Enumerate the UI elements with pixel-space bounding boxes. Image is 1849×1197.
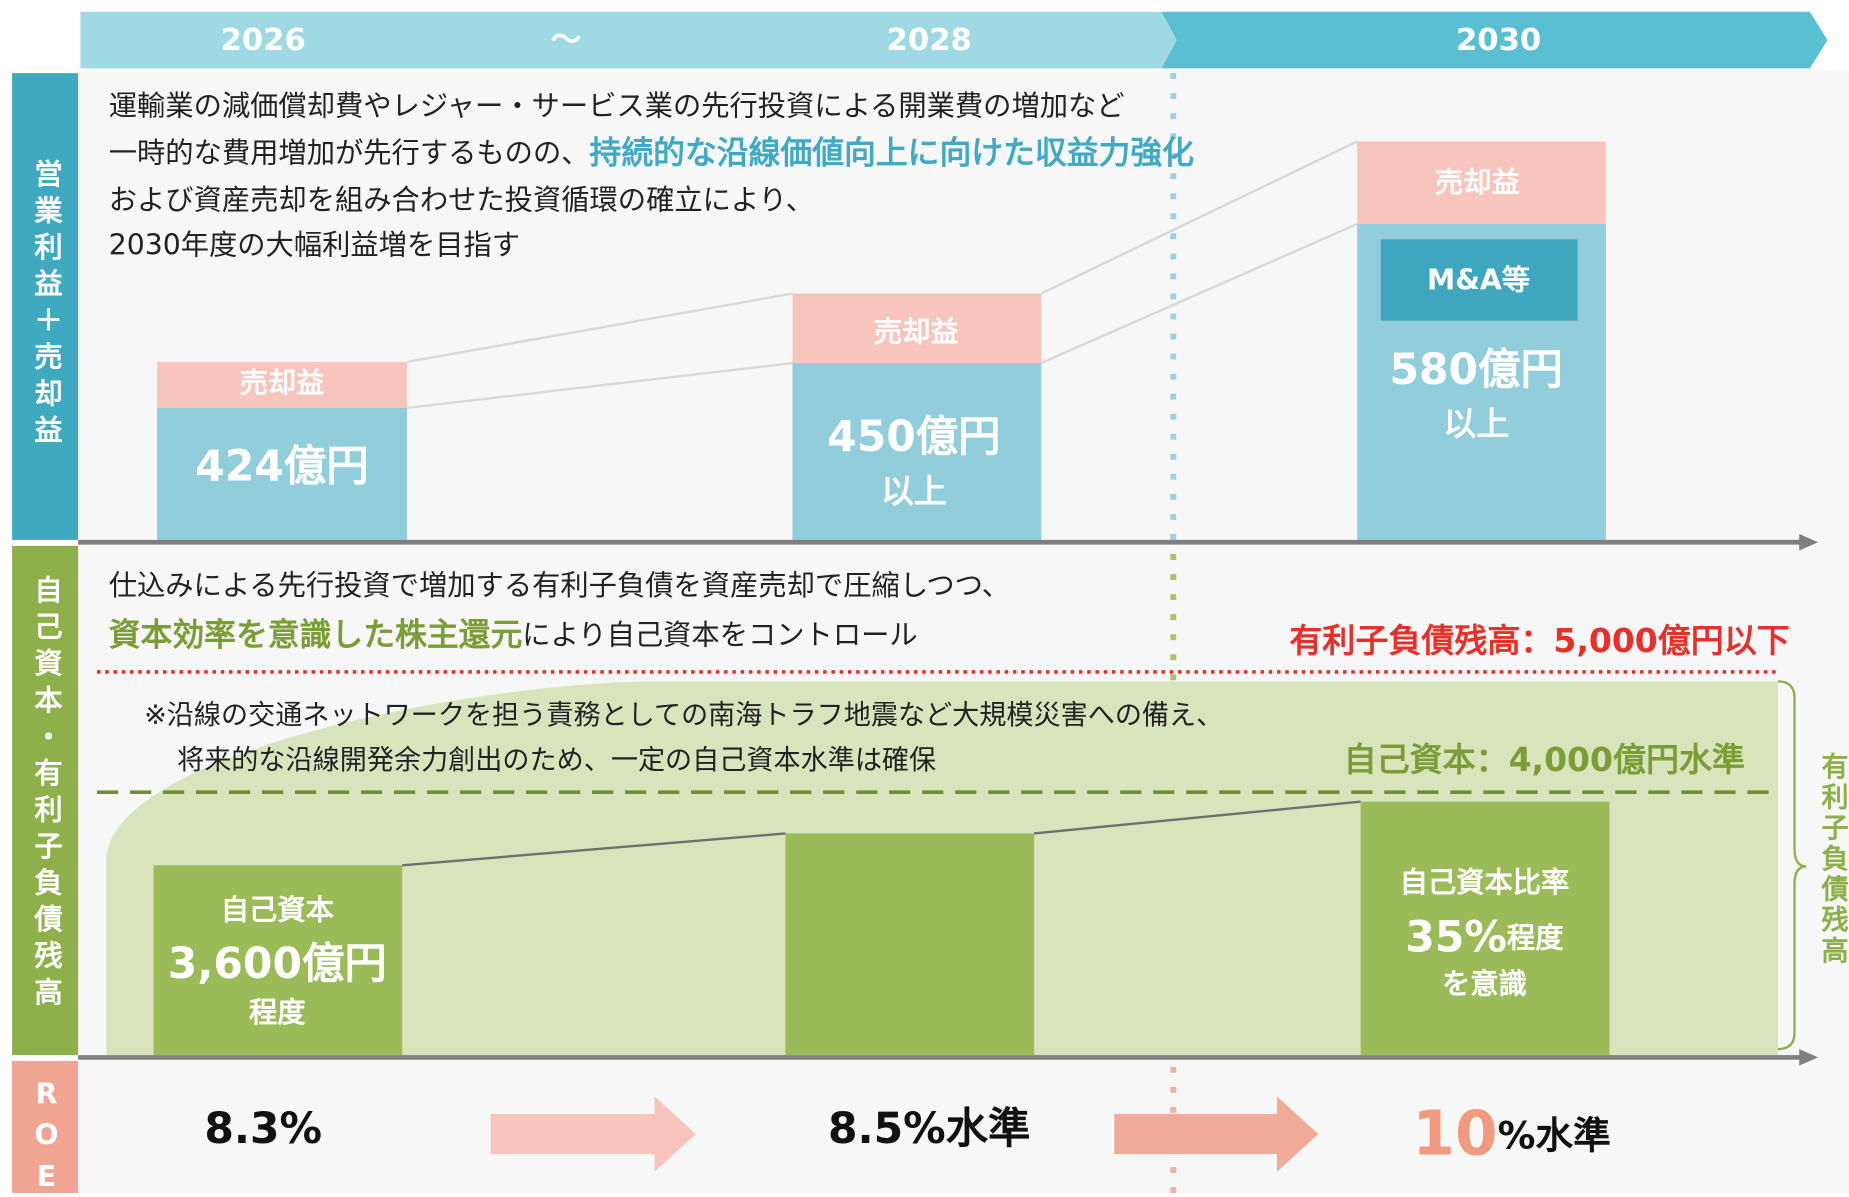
debt-target: 有利子負債残高：5,000億円以下 <box>1289 621 1789 660</box>
bar <box>785 833 1035 1056</box>
bar-label: 売却益 <box>240 366 325 399</box>
text: 一時的な費用増加が先行するものの、持続的な沿線価値向上に向けた収益力強化 <box>109 133 1194 171</box>
bar-label: 450億円 <box>827 413 1000 462</box>
bar-label: 3,600億円 <box>168 940 387 989</box>
bar-label: 以上 <box>1443 404 1509 443</box>
text: および資産売却を組み合わせた投資循環の確立により、 <box>109 184 814 217</box>
bar-label: 程度 <box>1507 922 1564 955</box>
bar-label: 35%程度 <box>1405 913 1564 962</box>
bar-label: 以上 <box>881 471 947 510</box>
text: 2030年度の大幅利益増を目指す <box>109 228 520 261</box>
side-band <box>12 1060 79 1193</box>
bar-part <box>157 361 407 408</box>
bar-label: 程度 <box>249 996 306 1029</box>
arrow <box>1114 1096 1319 1172</box>
bar-part <box>1357 141 1606 224</box>
side-band <box>12 545 79 1056</box>
period: ～ <box>551 23 582 58</box>
bar <box>1360 801 1610 1056</box>
bar-label: 売却益 <box>1435 166 1520 199</box>
bar-label: M&A等 <box>1427 264 1530 297</box>
roe-value: 10%水準 <box>1412 1098 1611 1169</box>
text: 資本効率を意識した株主還元により自己資本をコントロール <box>109 616 918 654</box>
text: により自己資本をコントロール <box>522 619 917 652</box>
bar <box>153 865 403 1056</box>
roe-value: 8.5%水準 <box>828 1105 1030 1154</box>
bar-label: 424億円 <box>195 443 368 492</box>
text: 仕込みによる先行投資で増加する有利子負債を資産売却で圧縮しつつ、 <box>109 569 1010 602</box>
bar-label: 35% <box>1405 913 1507 962</box>
roe-suffix: %水準 <box>1498 1113 1611 1157</box>
header-band-2030 <box>1161 11 1828 69</box>
note: 将来的な沿線開発余力創出のため、一定の自己資本水準は確保 <box>177 745 936 776</box>
bar-label: 自己資本比率 <box>1400 866 1570 899</box>
text: 一時的な費用増加が先行するものの、 <box>109 136 590 169</box>
roe-value: 10 <box>1412 1098 1497 1169</box>
side-band <box>12 73 79 540</box>
bar-part <box>157 407 407 540</box>
bar-label: を意識 <box>1442 968 1527 1001</box>
bar-label: 売却益 <box>874 316 959 349</box>
box <box>1380 239 1578 321</box>
bracket <box>1777 680 1807 1051</box>
period: 2030 <box>1456 23 1541 58</box>
equity-target: 自己資本：4,000億円水準 <box>1344 740 1745 779</box>
side-label: 自己資本・有利子負債残高 <box>30 575 63 1014</box>
side-label: ROE <box>30 1077 63 1193</box>
header-band <box>80 11 1177 69</box>
highlight: 資本効率を意識した株主還元 <box>109 616 523 654</box>
arrow <box>490 1096 696 1172</box>
bar-label: 580億円 <box>1390 346 1563 395</box>
roe-value: 8.3% <box>204 1105 322 1154</box>
axis-arrow <box>1799 1049 1819 1066</box>
note: ※沿線の交通ネットワークを担う責務としての南海トラフ地震など大規模災害への備え、 <box>144 700 1223 731</box>
bar-part <box>792 363 1042 540</box>
side-label: 営業利益＋売却益 <box>30 159 63 451</box>
text: 運輸業の減価償却費やレジャー・サービス業の先行投資による開業費の増加など <box>109 89 1125 122</box>
bar-label: 自己資本 <box>221 893 335 926</box>
bar-part <box>792 293 1042 364</box>
side-label: 有利子負債残高 <box>1817 752 1849 967</box>
period: 2028 <box>887 23 972 58</box>
period: 2026 <box>221 23 306 58</box>
highlight: 持続的な沿線価値向上に向けた収益力強化 <box>590 133 1195 171</box>
axis-arrow <box>1799 534 1819 551</box>
